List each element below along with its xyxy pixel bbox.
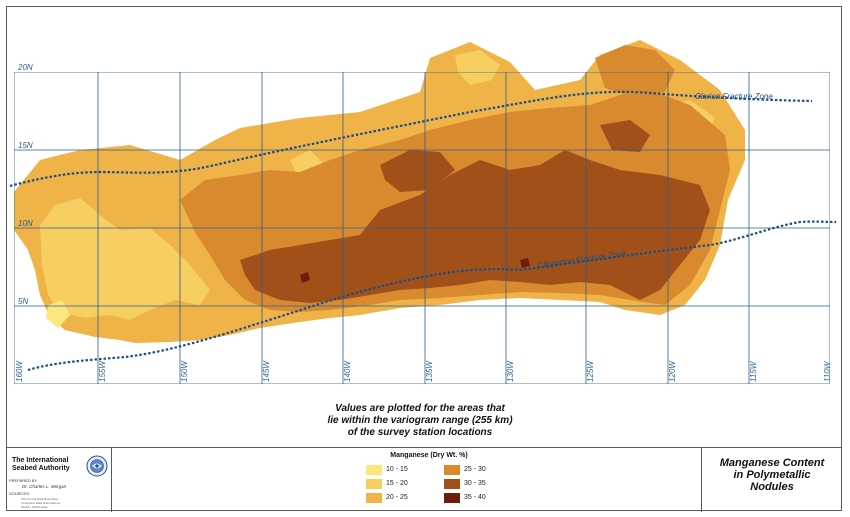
legend-swatch <box>366 465 382 475</box>
legend-swatch <box>366 493 382 503</box>
note-line-3: of the survey station locations <box>347 427 493 438</box>
field-15-20-west <box>40 198 210 320</box>
fracture-zones <box>9 90 837 372</box>
source-item: ISA Central Data Repository <box>21 497 59 501</box>
prepared-by-label: PREPARED BY <box>9 478 38 483</box>
field-30-35-main <box>240 150 710 303</box>
legend-label: 25 - 30 <box>464 466 486 473</box>
lat-label-5n: 5N <box>18 297 28 306</box>
lon-label-110w: 110W <box>823 360 832 382</box>
legend: Manganese (Dry Wt. %) 10 - 15 15 - 20 20… <box>344 448 514 512</box>
lat-label-15n: 15N <box>18 141 33 150</box>
field-15-20-north <box>455 50 500 85</box>
field-10-15-spot <box>46 300 70 328</box>
lon-label-160w: 160W <box>15 360 24 382</box>
legend-label: 15 - 20 <box>386 480 408 487</box>
footer: The International Seabed Authority PREPA… <box>6 447 842 512</box>
clarion-fracture-label: Clarion Fracture Zone <box>695 92 773 101</box>
title-block: Manganese Content in Polymetallic Nodule… <box>701 448 842 512</box>
lon-label-145w: 145W <box>262 360 271 382</box>
clipperton-fracture-line <box>27 220 837 372</box>
field-30-35-north <box>380 150 455 192</box>
lon-label-155w: 155W <box>98 360 107 382</box>
legend-swatch <box>366 479 382 489</box>
note-line-2: lie within the variogram range (255 km) <box>327 415 513 426</box>
lon-label-140w: 140W <box>343 360 352 382</box>
organization-name: The International Seabed Authority <box>12 457 70 473</box>
field-35-40-spot-2 <box>520 258 530 268</box>
lon-label-130w: 130W <box>506 360 515 382</box>
grid <box>14 72 830 384</box>
org-name-line-1: The International <box>12 457 69 464</box>
variogram-note: Values are plotted for the areas that li… <box>300 403 540 439</box>
map-title: Manganese Content in Polymetallic Nodule… <box>702 457 842 493</box>
organization-block: The International Seabed Authority PREPA… <box>6 448 112 512</box>
legend-swatch <box>444 479 460 489</box>
legend-label: 20 - 25 <box>386 494 408 501</box>
legend-label: 30 - 35 <box>464 480 486 487</box>
field-35-40-spot-1 <box>300 272 310 283</box>
lat-label-10n: 10N <box>18 219 33 228</box>
map-title-line-1: Manganese Content <box>719 457 825 469</box>
lon-label-115w: 115W <box>749 360 758 382</box>
prepared-by-name: Dr. Charles L. Morgan <box>22 484 67 489</box>
legend-label: 35 - 40 <box>464 494 486 501</box>
manganese-field <box>14 40 745 343</box>
clarion-fracture-line <box>9 90 813 188</box>
lon-label-120w: 120W <box>668 360 677 382</box>
source-item: NOAA / NGDC data <box>21 505 48 509</box>
legend-swatch <box>444 465 460 475</box>
org-name-line-2: Seabed Authority <box>12 465 70 472</box>
lon-label-150w: 150W <box>180 360 189 382</box>
legend-swatch <box>444 493 460 503</box>
map-title-line-2: in Polymetallic <box>733 469 811 481</box>
field-30-35-northeast <box>600 120 650 152</box>
isa-seal-icon <box>86 455 108 477</box>
lon-label-135w: 135W <box>425 360 434 382</box>
field-25-30-north <box>595 45 675 98</box>
legend-label: 10 - 15 <box>386 466 408 473</box>
note-line-1: Values are plotted for the areas that <box>335 403 505 414</box>
lat-label-20n: 20N <box>17 63 33 72</box>
source-item: Contractor Data Submissions <box>21 501 61 505</box>
legend-title: Manganese (Dry Wt. %) <box>390 452 468 459</box>
lon-label-125w: 125W <box>586 360 595 382</box>
sources-label: SOURCES: <box>9 491 30 496</box>
map-title-line-3: Nodules <box>750 481 794 493</box>
